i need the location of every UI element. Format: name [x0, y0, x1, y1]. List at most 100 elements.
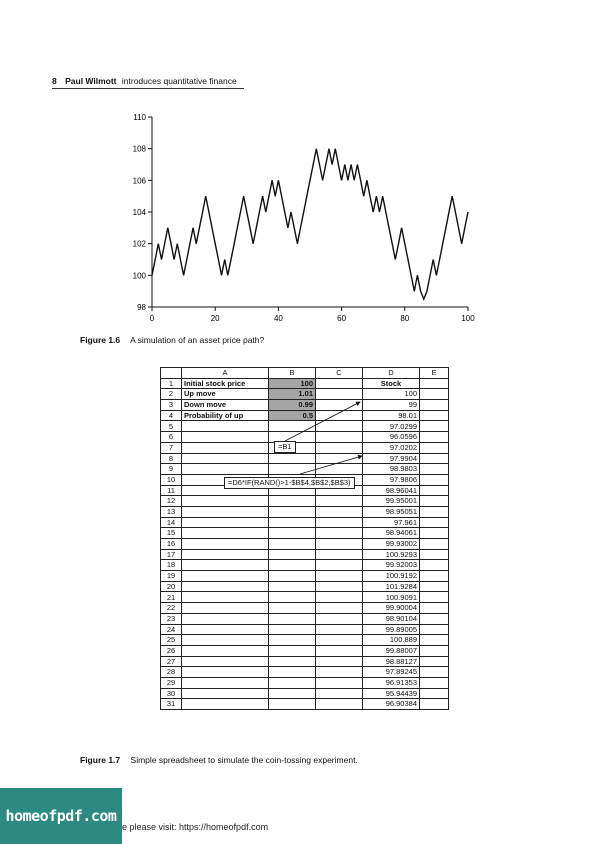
cell-b — [268, 591, 316, 604]
cell-a — [181, 441, 269, 454]
cell-e — [419, 602, 449, 614]
sheet-row: 28 97.89245 — [160, 666, 449, 678]
cell-b — [268, 698, 316, 710]
cell-a — [181, 698, 269, 710]
sheet-row: 6 96.0596 — [160, 431, 449, 443]
cell-e — [419, 538, 449, 550]
sheet-row: 8 97.9904 — [160, 452, 449, 465]
sheet-row: 17 100.9293 — [160, 548, 449, 561]
cell-e — [419, 377, 449, 390]
cell-b — [268, 505, 316, 518]
cell-d: 100.9293 — [362, 548, 420, 561]
footer-link-text[interactable]: e please visit: https://homeofpdf.com — [122, 822, 269, 832]
cell-d: 96.91353 — [362, 676, 420, 689]
cell-c — [315, 538, 363, 550]
sheet-row: 9 98.9803 — [160, 463, 449, 475]
cell-d: 99.93002 — [362, 538, 420, 550]
x-tick-label: 0 — [150, 314, 155, 323]
cell-c — [315, 698, 363, 710]
row-number: 28 — [160, 666, 182, 678]
cell-c — [315, 441, 363, 454]
sheet-row: 24 99.89005 — [160, 623, 449, 636]
sheet-row: 18 99.92003 — [160, 559, 449, 572]
sheet-row: 7 97.0202 — [160, 441, 449, 454]
cell-c — [315, 388, 363, 401]
cell-d: 97.0202 — [362, 441, 420, 454]
cell-c — [315, 559, 363, 572]
row-number: 16 — [160, 538, 182, 550]
cell-e — [419, 698, 449, 710]
callout-formula: =D6*IF(RAND()>1-$B$4,$B$2,$B$3) — [224, 477, 355, 489]
cell-d: 98.95051 — [362, 505, 420, 518]
cell-c — [315, 602, 363, 614]
header-author: Paul Wilmott — [65, 76, 117, 86]
cell-b — [268, 602, 316, 614]
cell-e — [419, 495, 449, 507]
cell-d: 100.9091 — [362, 591, 420, 604]
y-tick-label: 102 — [133, 240, 147, 249]
cell-e — [419, 623, 449, 636]
y-tick-label: 100 — [133, 271, 147, 280]
cell-c — [315, 655, 363, 668]
row-number: 26 — [160, 644, 182, 657]
cell-c — [315, 516, 363, 529]
header-book-title: introduces quantitative finance — [121, 76, 237, 86]
sheet-row: 2 Up move 1.01 100 — [160, 388, 449, 401]
cell-d-header: Stock — [362, 377, 420, 390]
cell-c — [315, 463, 363, 475]
cell-c — [315, 431, 363, 443]
sheet-row: 4 Probability of up 0.5 98.01 — [160, 409, 449, 422]
cell-a — [181, 655, 269, 668]
cell-e — [419, 644, 449, 657]
cell-d: 99.95001 — [362, 495, 420, 507]
cell-b — [268, 666, 316, 678]
cell-b — [268, 516, 316, 529]
row-number: 5 — [160, 420, 182, 433]
figure-1-7-label: Figure 1.7 — [80, 755, 121, 765]
figure-1-6-label: Figure 1.6 — [80, 335, 121, 345]
cell-b — [268, 612, 316, 625]
cell-e — [419, 559, 449, 572]
cell-c — [315, 409, 363, 422]
cell-c — [315, 634, 363, 646]
cell-d: 100 — [362, 388, 420, 401]
column-header-d: D — [362, 367, 420, 379]
sheet-row: 31 96.90384 — [160, 698, 449, 710]
x-tick-label: 40 — [274, 314, 283, 323]
y-tick-label: 106 — [133, 176, 147, 185]
cell-a — [181, 580, 269, 593]
sheet-row: 16 99.93002 — [160, 538, 449, 550]
cell-e — [419, 420, 449, 433]
cell-c — [315, 644, 363, 657]
cell-a: Down move — [181, 399, 269, 411]
cell-c — [315, 666, 363, 678]
cell-a: Up move — [181, 388, 269, 401]
sheet-row: 20 101.9284 — [160, 580, 449, 593]
spreadsheet: A B C D E 1 Initial stock price 100 Stock 2 U… — [160, 367, 449, 710]
cell-e — [419, 388, 449, 401]
row-number: 31 — [160, 698, 182, 710]
cell-b — [268, 463, 316, 475]
sheet-row: 27 98.88127 — [160, 655, 449, 668]
row-number: 13 — [160, 505, 182, 518]
cell-d: 97.9904 — [362, 452, 420, 465]
cell-d: 99.90004 — [362, 602, 420, 614]
cell-e — [419, 548, 449, 561]
column-header-c: C — [315, 367, 363, 379]
sheet-row: 26 99.88007 — [160, 644, 449, 657]
cell-b — [268, 634, 316, 646]
cell-a — [181, 431, 269, 443]
cell-b — [268, 655, 316, 668]
sheet-row: 3 Down move 0.99 99 — [160, 399, 449, 411]
cell-c — [315, 676, 363, 689]
sheet-row: 11 98.96041 — [160, 484, 449, 497]
column-header-a: A — [181, 367, 269, 379]
cell-c — [315, 452, 363, 465]
sheet-row: 29 96.91353 — [160, 676, 449, 689]
cell-a — [181, 676, 269, 689]
sheet-row: 19 100.9192 — [160, 570, 449, 582]
cell-d: 95.94439 — [362, 687, 420, 700]
homeofpdf-logo[interactable]: homeofpdf.com — [0, 788, 122, 844]
y-tick-label: 110 — [133, 113, 146, 122]
cell-b — [268, 495, 316, 507]
